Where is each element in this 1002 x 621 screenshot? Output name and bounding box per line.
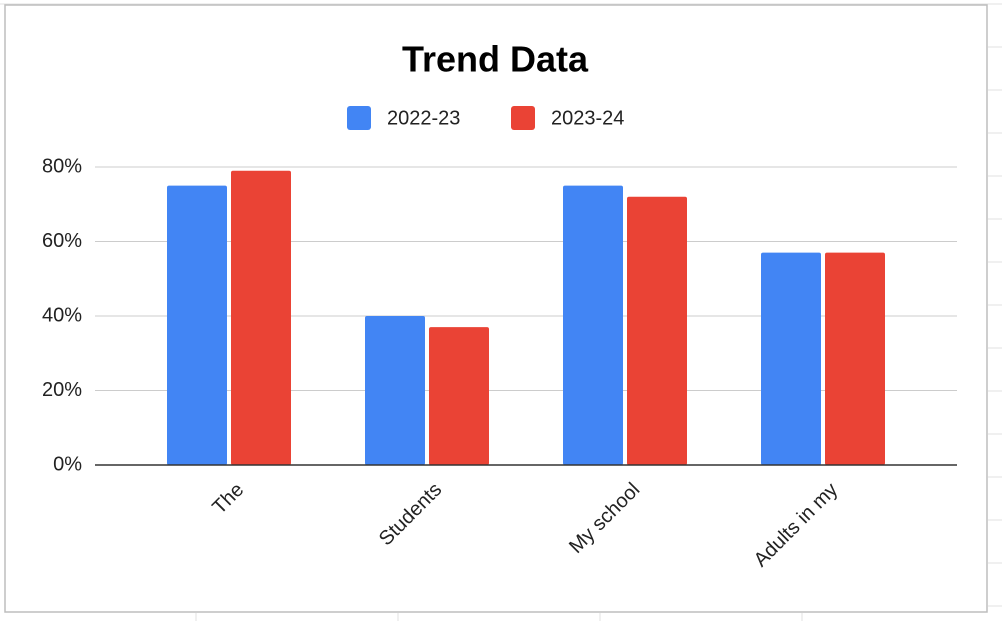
legend-label: 2023-24: [551, 107, 624, 129]
bar: [825, 252, 885, 465]
y-tick-label: 80%: [42, 155, 82, 177]
bar: [167, 185, 227, 465]
bar: [761, 252, 821, 465]
bar: [231, 170, 291, 465]
bar: [429, 327, 489, 465]
y-tick-label: 60%: [42, 230, 82, 252]
y-tick-label: 0%: [53, 453, 82, 475]
y-tick-label: 40%: [42, 304, 82, 326]
legend-swatch: [347, 106, 371, 130]
legend-swatch: [511, 106, 535, 130]
bar: [627, 196, 687, 466]
chart-title: Trend Data: [402, 39, 589, 80]
legend-label: 2022-23: [387, 107, 460, 129]
y-tick-label: 20%: [42, 379, 82, 401]
bar: [365, 316, 425, 465]
sheet-background: [0, 3, 1002, 621]
bar: [563, 185, 623, 465]
